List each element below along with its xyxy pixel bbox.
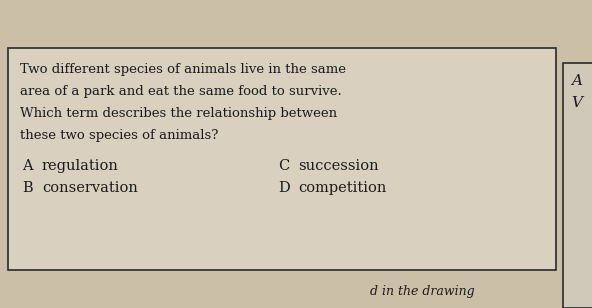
Text: A: A	[22, 159, 33, 173]
Text: regulation: regulation	[42, 159, 119, 173]
Text: B: B	[22, 181, 33, 195]
Text: d in the drawing: d in the drawing	[370, 286, 475, 298]
Text: conservation: conservation	[42, 181, 138, 195]
Text: V: V	[571, 96, 583, 110]
Text: Two different species of animals live in the same: Two different species of animals live in…	[20, 63, 346, 76]
FancyBboxPatch shape	[563, 63, 592, 308]
Text: succession: succession	[298, 159, 379, 173]
FancyBboxPatch shape	[8, 48, 556, 270]
Text: competition: competition	[298, 181, 387, 195]
Text: D: D	[278, 181, 289, 195]
Text: these two species of animals?: these two species of animals?	[20, 129, 218, 143]
Text: area of a park and eat the same food to survive.: area of a park and eat the same food to …	[20, 86, 342, 99]
Text: Which term describes the relationship between: Which term describes the relationship be…	[20, 107, 337, 120]
Text: A: A	[571, 74, 583, 88]
Text: C: C	[278, 159, 289, 173]
